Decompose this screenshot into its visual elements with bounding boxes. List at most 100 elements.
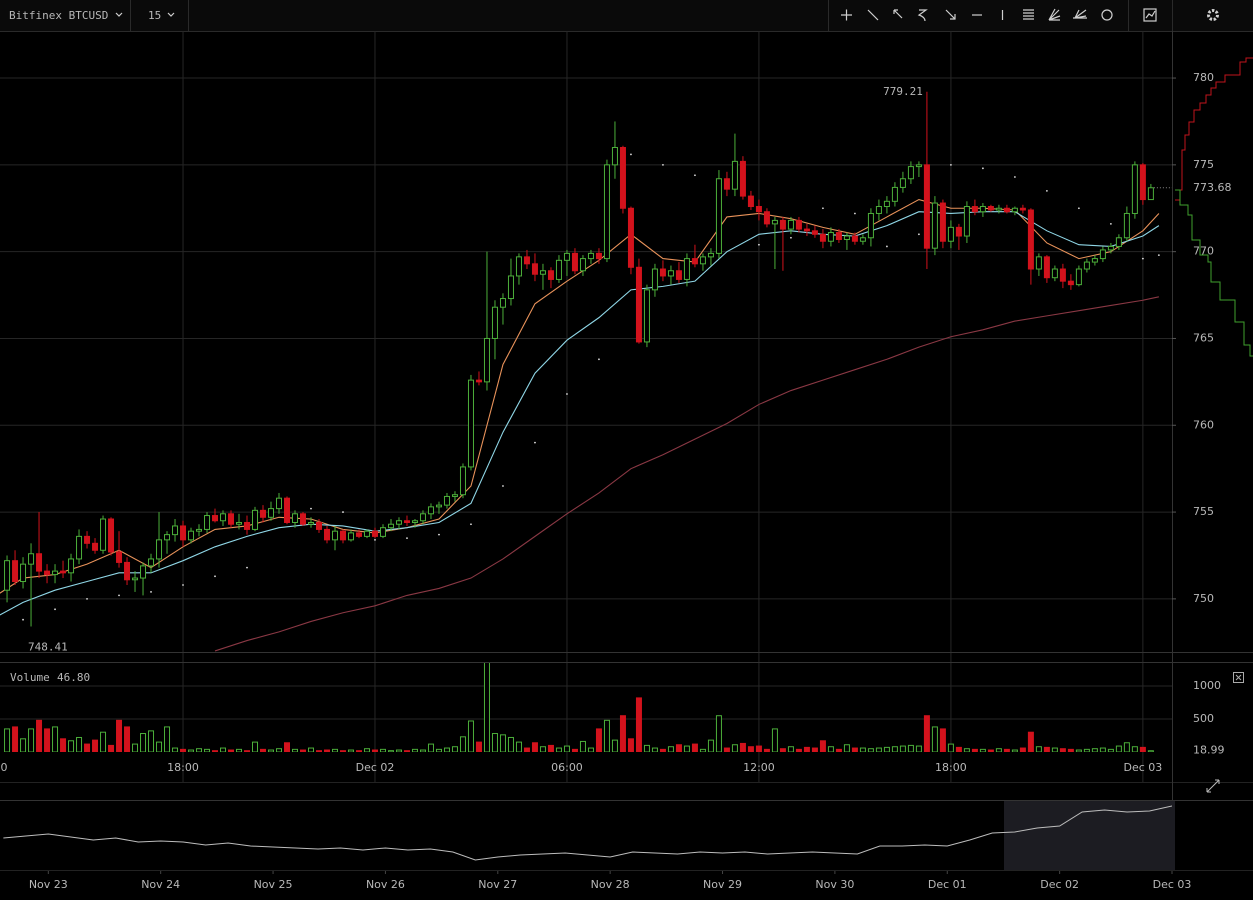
candle-body <box>1075 268 1082 286</box>
candle-body <box>315 521 322 530</box>
candle-body <box>883 200 890 208</box>
sar-dot <box>470 523 472 526</box>
candle-body <box>835 232 842 241</box>
candle-body <box>299 513 306 525</box>
candle-body <box>747 195 754 208</box>
price-panel <box>0 91 1172 652</box>
candle-body <box>276 497 283 510</box>
fan-tool[interactable] <box>1048 8 1061 21</box>
candle-body <box>124 561 131 581</box>
volume-tick-label: 1000 <box>1193 679 1221 692</box>
candle-body <box>260 509 267 518</box>
navigator-tick-label: Nov 27 <box>478 878 517 891</box>
volume-bar <box>667 746 674 752</box>
volume-bar <box>403 750 410 752</box>
candle-body <box>387 523 394 529</box>
volume-bar <box>411 748 418 752</box>
navigator-tick-label: Nov 28 <box>591 878 630 891</box>
navigator-selection[interactable] <box>1004 800 1175 870</box>
volume-bar <box>20 738 27 752</box>
candle-body <box>875 206 882 214</box>
volume-panel <box>4 662 1154 752</box>
interval-selector[interactable]: 15 <box>148 9 161 22</box>
candle-body <box>108 518 115 553</box>
candle-body <box>763 211 770 225</box>
volume-bar <box>603 719 610 752</box>
sar-dot <box>854 212 856 215</box>
axes: Volume 46.80 779.21 748.41 773.68 18.99 … <box>0 31 1253 871</box>
volume-bar <box>427 743 434 752</box>
volume-bar <box>339 750 346 752</box>
candle-body <box>619 146 626 209</box>
candle-body <box>236 521 243 525</box>
gann-tool[interactable] <box>1073 9 1087 19</box>
volume-bar <box>731 744 738 752</box>
fullscreen-button[interactable] <box>1206 779 1220 793</box>
candle-body <box>1139 164 1146 201</box>
candle-body <box>132 577 139 581</box>
volume-bar <box>595 728 602 752</box>
close-volume-button[interactable] <box>1233 672 1244 683</box>
volume-bar <box>347 749 354 752</box>
navigator-line <box>3 805 1172 861</box>
volume-bar <box>571 748 578 752</box>
volume-bar <box>491 733 498 752</box>
navigator-tick-label: Nov 30 <box>815 878 854 891</box>
volume-bar <box>260 748 267 752</box>
candle-body <box>180 525 187 541</box>
candle-body <box>451 494 458 497</box>
volume-bar <box>699 748 706 752</box>
candle-body <box>1051 268 1058 279</box>
x-tick-label: Dec 02 <box>356 761 395 774</box>
candle-body <box>459 466 466 496</box>
volume-bar <box>691 743 698 752</box>
trendline-tool[interactable] <box>867 9 879 21</box>
volume-readout: 46.80 <box>57 671 90 684</box>
arrow-tool[interactable] <box>945 9 956 20</box>
volume-bar <box>643 744 650 752</box>
volume-bar <box>675 744 682 752</box>
sar-dot <box>310 507 312 510</box>
candle-body <box>923 164 930 249</box>
candle-body <box>723 178 730 190</box>
volume-bar <box>1147 750 1154 752</box>
candle-body <box>987 206 994 211</box>
volume-bar <box>1059 748 1066 752</box>
candle-body <box>947 226 954 242</box>
crosshair-tool[interactable] <box>841 9 852 21</box>
volume-bar <box>1051 747 1058 752</box>
candle-body <box>675 270 682 280</box>
volume-bar <box>4 728 11 752</box>
candle-body <box>731 160 738 190</box>
indicators-button[interactable] <box>1143 8 1157 22</box>
pitchfork-tool[interactable] <box>917 9 928 22</box>
candle-body <box>196 528 203 532</box>
symbol-selector[interactable]: Bitfinex BTCUSD <box>9 9 108 22</box>
volume-bar <box>707 739 714 752</box>
navigator: Nov 23 Nov 24 Nov 25 Nov 26 Nov 27 Nov 28 Nov … <box>3 800 1191 891</box>
ray-tool[interactable] <box>893 9 903 19</box>
volume-bar <box>843 744 850 752</box>
candle-body <box>867 212 874 239</box>
settings-button[interactable] <box>1207 9 1219 21</box>
x-tick-label: 18:00 <box>935 761 967 774</box>
navigator-plot <box>3 805 1172 861</box>
navigator-tick-label: Dec 02 <box>1040 878 1079 891</box>
candle-body <box>715 178 722 254</box>
sar-dot <box>822 207 824 210</box>
sar-dot <box>54 608 56 611</box>
sar-dot <box>630 153 632 156</box>
candle-body <box>899 178 906 188</box>
fib-tool[interactable] <box>1023 9 1034 20</box>
volume-bar <box>68 740 75 752</box>
circle-tool[interactable] <box>1101 9 1113 21</box>
volume-bar <box>1035 746 1042 752</box>
volume-bar <box>1123 742 1130 752</box>
candle-body <box>1123 212 1130 239</box>
volume-bar <box>875 747 882 752</box>
volume-bar <box>459 736 466 752</box>
volume-bar <box>1019 747 1026 752</box>
volume-bar <box>563 745 570 752</box>
x-tick-label: 06:00 <box>551 761 583 774</box>
